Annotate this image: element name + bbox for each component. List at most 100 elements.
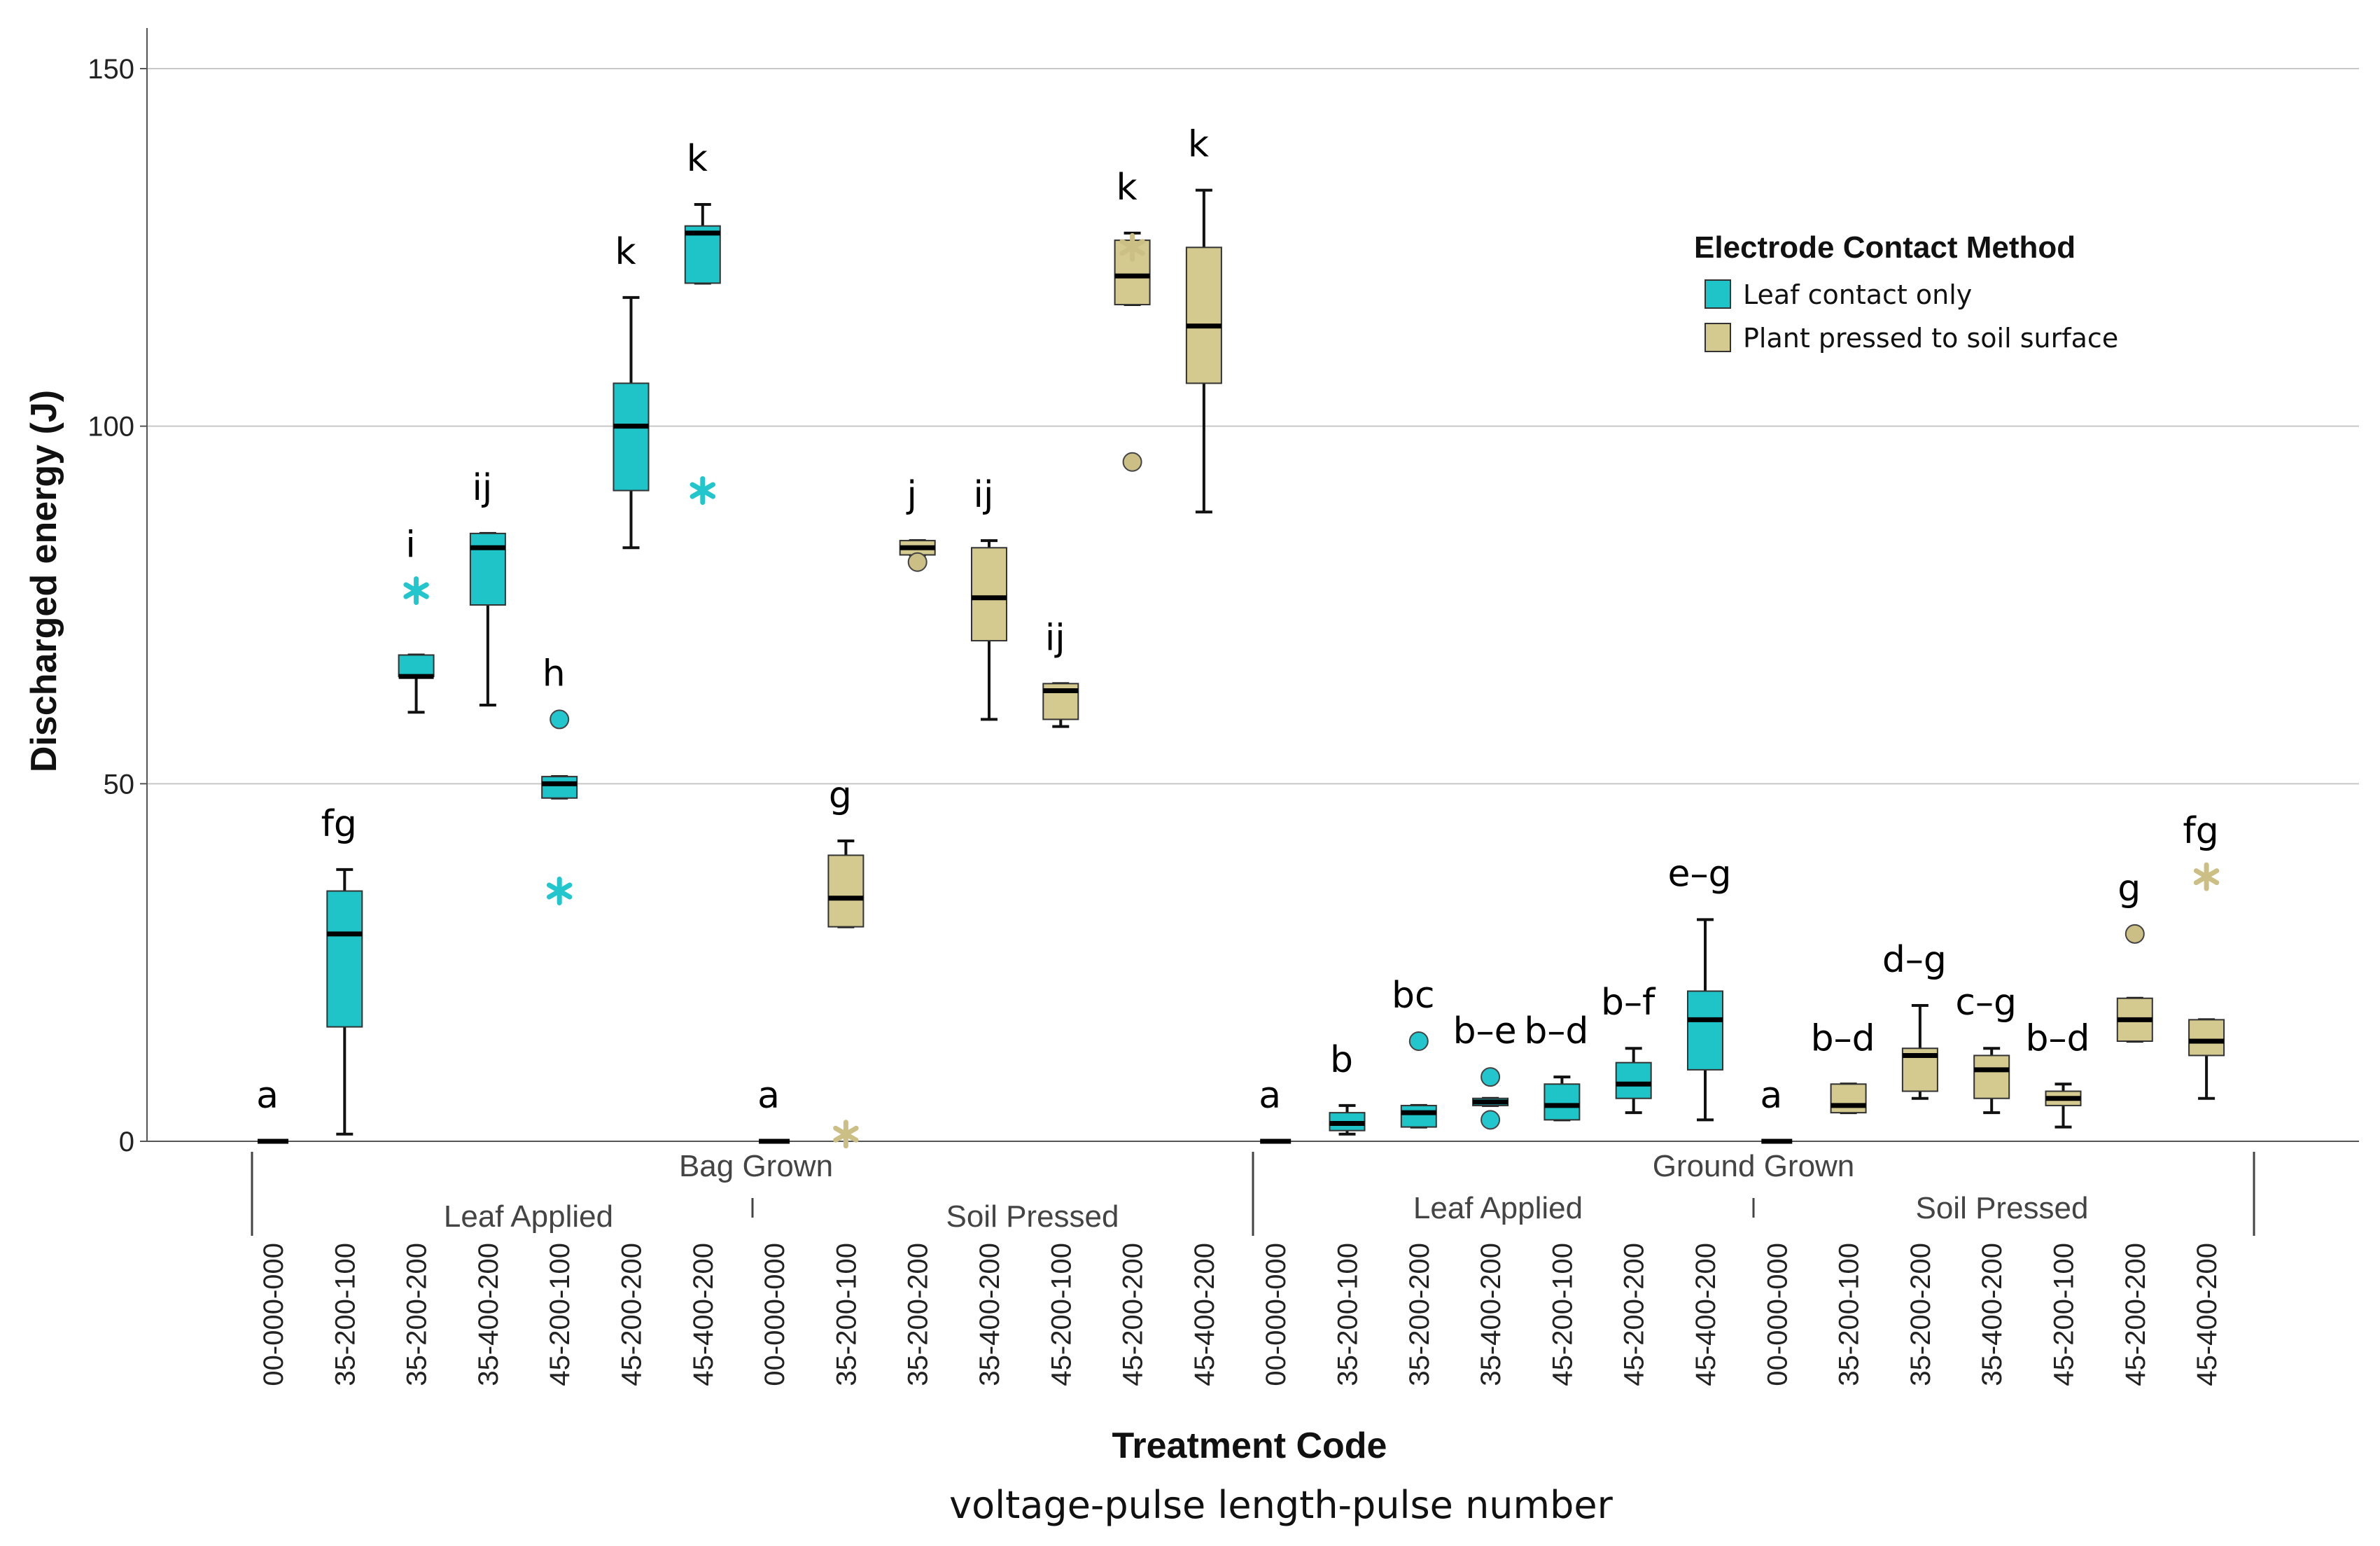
- significance-letter: b–e: [1453, 1010, 1517, 1052]
- box-25: [2045, 1082, 2082, 1129]
- x-tick-label: 45-200-200: [1118, 1243, 1149, 1386]
- x-tick-label: 00-000-000: [1261, 1243, 1292, 1386]
- extreme-stroke: [546, 882, 573, 900]
- legend-swatch-soil: [1704, 323, 1731, 352]
- box-iqr: [326, 890, 363, 1028]
- significance-letter: ij: [1045, 617, 1065, 659]
- extreme-stroke: [833, 1125, 859, 1143]
- x-tick-label: 45-200-100: [545, 1243, 575, 1386]
- box-15: [1329, 1103, 1366, 1136]
- outlier-marker: [2124, 924, 2145, 944]
- significance-letter: b–d: [1524, 1010, 1588, 1052]
- x-tick-label: 35-400-200: [473, 1243, 504, 1386]
- significance-letter: ij: [974, 474, 994, 516]
- x-tick-label: 45-200-100: [1547, 1243, 1578, 1386]
- box-iqr: [1185, 246, 1222, 384]
- x-tick-label: 45-400-200: [1690, 1243, 1721, 1386]
- subgroup-label: Soil Pressed: [1915, 1191, 2088, 1225]
- subgroup-label: Leaf Applied: [1413, 1191, 1583, 1225]
- x-tick-label: 35-200-100: [330, 1243, 360, 1386]
- group-label: Bag Grown: [679, 1149, 833, 1183]
- significance-letter: k: [1188, 124, 1209, 166]
- box-13: [1185, 188, 1222, 514]
- significance-letter: bc: [1392, 975, 1435, 1017]
- significance-letter: a: [757, 1075, 780, 1117]
- extreme-stroke: [690, 482, 716, 499]
- outlier-marker: [1122, 452, 1142, 472]
- outlier-marker: [1480, 1110, 1501, 1130]
- significance-letter: k: [615, 231, 636, 273]
- x-tick-label: 45-200-200: [2120, 1243, 2151, 1386]
- y-tick-label: 150: [88, 54, 134, 85]
- box-iqr: [971, 547, 1007, 642]
- box-8: [827, 840, 864, 1149]
- box-iqr: [541, 776, 578, 799]
- significance-letter: fg: [321, 803, 357, 845]
- legend: Electrode Contact Method Leaf contact on…: [1694, 230, 2118, 354]
- extreme-marker: [403, 576, 429, 606]
- box-iqr: [1400, 1104, 1437, 1128]
- box-4: [541, 709, 578, 906]
- extreme-stroke: [403, 582, 429, 599]
- significance-letter: k: [687, 138, 708, 180]
- y-tick-label: 100: [88, 412, 134, 443]
- legend-item-leaf: Leaf contact only: [1743, 279, 1972, 310]
- x-tick-label: 35-200-100: [1333, 1243, 1364, 1386]
- x-tick-label: 45-400-200: [1189, 1243, 1220, 1386]
- significance-letter: b–f: [1601, 982, 1656, 1024]
- box-22: [1830, 1082, 1867, 1115]
- x-tick-label: 35-200-200: [402, 1243, 433, 1386]
- box-iqr: [469, 532, 506, 606]
- box-iqr: [1544, 1083, 1581, 1121]
- box-10: [971, 539, 1007, 721]
- significance-letter: k: [1116, 167, 1138, 209]
- boxes-layer: [258, 188, 2225, 1149]
- significance-letter: b–d: [2025, 1017, 2090, 1059]
- box-23: [1901, 1003, 1938, 1100]
- box-20: [1687, 918, 1723, 1122]
- significance-letter: ij: [472, 467, 492, 509]
- y-tick-label: 50: [104, 769, 135, 800]
- subgroup-label: Soil Pressed: [946, 1199, 1119, 1234]
- x-tick-label: 35-400-200: [1977, 1243, 2008, 1386]
- box-26: [2116, 924, 2153, 1043]
- box-17: [1472, 1067, 1509, 1130]
- x-tick-label: 35-200-200: [1404, 1243, 1435, 1386]
- box-27: [2188, 862, 2225, 1100]
- outlier-marker: [907, 552, 927, 572]
- extreme-stroke: [2193, 868, 2220, 886]
- significance-letter: i: [405, 524, 415, 566]
- x-tick-label: 45-400-200: [2192, 1243, 2222, 1386]
- box-1: [326, 868, 363, 1136]
- x-tick-label: 35-200-100: [1834, 1243, 1865, 1386]
- subgroup-label: Leaf Applied: [444, 1199, 613, 1234]
- box-3: [469, 531, 506, 706]
- box-iqr: [1687, 990, 1723, 1071]
- x-tick-label: 35-400-200: [974, 1243, 1005, 1386]
- significance-letter: h: [542, 653, 566, 695]
- significance-letter: a: [1259, 1075, 1281, 1117]
- significance-letter: c–g: [1955, 982, 2017, 1024]
- box-iqr: [1830, 1083, 1867, 1114]
- box-18: [1544, 1075, 1581, 1122]
- x-tick-label: 35-200-200: [903, 1243, 934, 1386]
- significance-letter: fg: [2183, 810, 2218, 852]
- box-24: [1973, 1047, 2010, 1115]
- x-tick-label: 00-000-000: [258, 1243, 289, 1386]
- x-tick-label: 00-000-000: [1762, 1243, 1793, 1386]
- box-iqr: [1615, 1061, 1652, 1099]
- box-12: [1114, 231, 1151, 472]
- y-axis-title: Discharged energy (J): [24, 390, 64, 772]
- box-iqr: [2188, 1019, 2225, 1057]
- extreme-marker: [546, 877, 573, 906]
- significance-letter: g: [829, 774, 852, 816]
- box-16: [1400, 1031, 1437, 1129]
- x-tick-label: 45-400-200: [688, 1243, 719, 1386]
- box-19: [1615, 1047, 1652, 1115]
- significance-letter: d–g: [1882, 939, 1947, 981]
- box-2: [398, 576, 435, 714]
- gridlines: [147, 68, 2359, 785]
- x-tick-label: 35-200-200: [1905, 1243, 1936, 1386]
- significance-letter: b–d: [1811, 1017, 1875, 1059]
